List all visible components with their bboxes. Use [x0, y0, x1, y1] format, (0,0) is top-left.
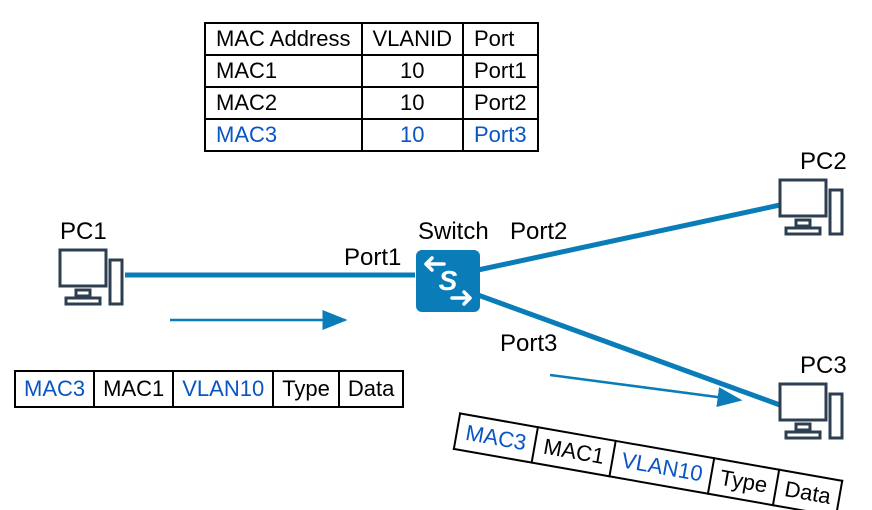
- frame-cell: Data: [773, 470, 843, 510]
- header-port: Port: [463, 23, 538, 55]
- frame-cell: VLAN10: [610, 441, 715, 494]
- cell-vlan: 10: [362, 87, 463, 119]
- header-mac: MAC Address: [205, 23, 362, 55]
- table-row: MAC2 10 Port2: [205, 87, 538, 119]
- frame-cell: VLAN10: [173, 371, 273, 407]
- port1-label: Port1: [344, 244, 401, 272]
- pc1-icon: [58, 248, 118, 303]
- cell-port: Port3: [463, 119, 538, 151]
- cell-mac: MAC1: [205, 55, 362, 87]
- table-header-row: MAC Address VLANID Port: [205, 23, 538, 55]
- pc1-label: PC1: [60, 218, 107, 246]
- pc2-label: PC2: [800, 148, 847, 176]
- switch-label: Switch: [418, 218, 489, 246]
- cell-mac: MAC3: [205, 119, 362, 151]
- frame-cell: MAC1: [94, 371, 173, 407]
- cell-port: Port1: [463, 55, 538, 87]
- cell-port: Port2: [463, 87, 538, 119]
- switch-icon: S: [416, 250, 480, 312]
- table-row: MAC1 10 Port1: [205, 55, 538, 87]
- port2-label: Port2: [510, 218, 567, 246]
- frame-cell: MAC1: [532, 427, 616, 476]
- table-row: MAC3 10 Port3: [205, 119, 538, 151]
- pc2-icon: [778, 178, 838, 233]
- pc3-icon: [778, 382, 838, 437]
- pc3-label: PC3: [800, 352, 847, 380]
- frame-cell: Data: [339, 371, 403, 407]
- frame-cell: MAC3: [454, 413, 538, 462]
- port3-label: Port3: [500, 330, 557, 358]
- cell-vlan: 10: [362, 119, 463, 151]
- svg-text:S: S: [439, 265, 458, 296]
- frame-cell: Type: [273, 371, 339, 407]
- frame-left: MAC3 MAC1 VLAN10 Type Data: [14, 370, 404, 408]
- header-vlanid: VLANID: [362, 23, 463, 55]
- mac-address-table: MAC Address VLANID Port MAC1 10 Port1 MA…: [204, 22, 539, 152]
- cell-mac: MAC2: [205, 87, 362, 119]
- frame-cell: Type: [708, 458, 779, 505]
- frame-cell: MAC3: [15, 371, 94, 407]
- cell-vlan: 10: [362, 55, 463, 87]
